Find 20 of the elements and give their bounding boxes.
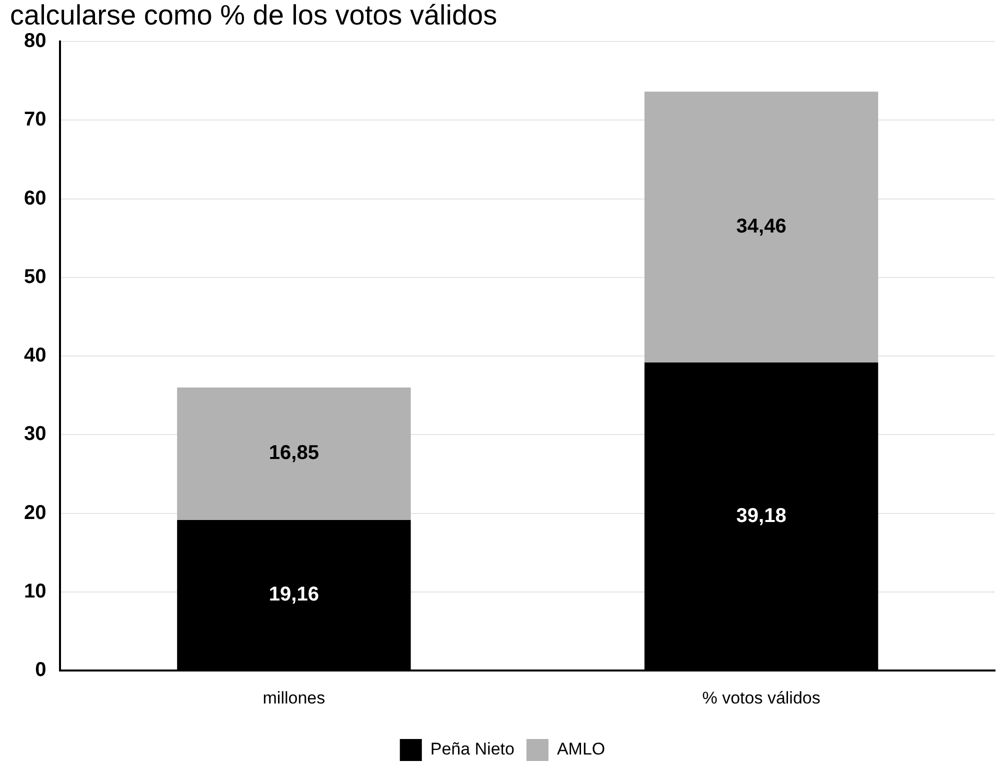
y-tick-label: 50 — [24, 266, 46, 288]
data-label: 19,16 — [268, 584, 319, 606]
bar — [177, 387, 411, 520]
y-tick-label: 0 — [35, 659, 46, 682]
data-label: 34,46 — [736, 216, 786, 238]
y-tick-label: 10 — [24, 580, 46, 602]
y-tick-label: 40 — [24, 344, 46, 367]
chart-title: calcularse como % de los votos válidos — [10, 0, 498, 31]
legend-label: Peña Nieto — [430, 740, 514, 759]
x-tick-label: millones — [262, 688, 326, 708]
legend-label: AMLO — [556, 740, 606, 759]
y-tick-label: 60 — [24, 187, 46, 210]
y-tick-label: 70 — [24, 108, 46, 131]
y-tick-label: 30 — [24, 423, 46, 446]
y-tick-label: 20 — [24, 502, 46, 524]
data-label: 16,85 — [268, 442, 319, 464]
y-tick-label: 80 — [24, 30, 46, 52]
x-tick-label: % votos válidos — [702, 688, 820, 708]
data-label: 39,18 — [736, 504, 786, 527]
bar — [644, 92, 878, 363]
